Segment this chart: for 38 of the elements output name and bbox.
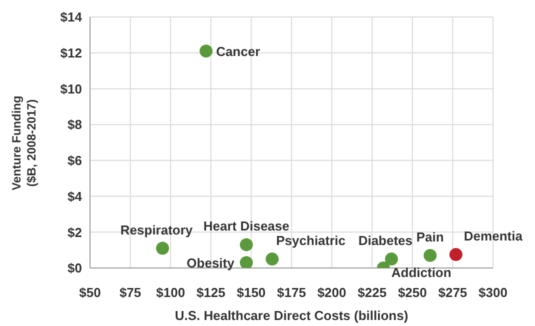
x-tick-label: $100: [156, 285, 186, 300]
point: [240, 238, 253, 252]
point: [449, 248, 462, 262]
y-tick-label: $14: [60, 10, 83, 25]
x-tick-label: $250: [398, 285, 427, 300]
y-tick-label: $8: [68, 117, 82, 132]
series-label: Cancer: [216, 44, 260, 60]
x-tick-label: $175: [277, 285, 306, 300]
point: [156, 242, 170, 255]
series-label: Dementia: [464, 228, 524, 244]
y-tick-label: $0: [68, 260, 82, 276]
y-tick-label: $12: [60, 45, 82, 60]
x-tick-label: $225: [358, 285, 387, 300]
y-tick-label: $4: [68, 188, 83, 204]
point: [240, 256, 253, 268]
x-tick-label: $275: [438, 285, 468, 300]
x-axis-title: U.S. Healthcare Direct Costs (billions): [174, 308, 408, 323]
y-tick-label: $10: [60, 81, 82, 96]
series-label: Respiratory: [120, 222, 194, 238]
y-tick-label: $2: [68, 224, 82, 240]
series-label: Obesity: [186, 256, 236, 271]
point: [424, 248, 437, 262]
series-label: Addiction: [391, 265, 452, 280]
y-tick-label: $6: [68, 153, 82, 168]
series-label: Heart Disease: [203, 218, 290, 234]
point: [266, 252, 279, 266]
x-tick-label: $125: [196, 285, 226, 300]
x-tick-label: $150: [236, 285, 266, 300]
y-axis-title: Venture Funding ($B, 2008-2017): [9, 95, 39, 190]
x-tick-label: $75: [119, 285, 142, 300]
series-label: Diabetes: [358, 233, 413, 248]
point: [384, 252, 398, 266]
series-label: Psychiatric: [276, 233, 346, 248]
x-tick-label: $300: [478, 285, 508, 300]
point: [200, 44, 213, 58]
x-tick-label: $200: [317, 285, 346, 300]
series-label: Pain: [416, 229, 444, 244]
x-tick-label: $50: [79, 285, 101, 300]
